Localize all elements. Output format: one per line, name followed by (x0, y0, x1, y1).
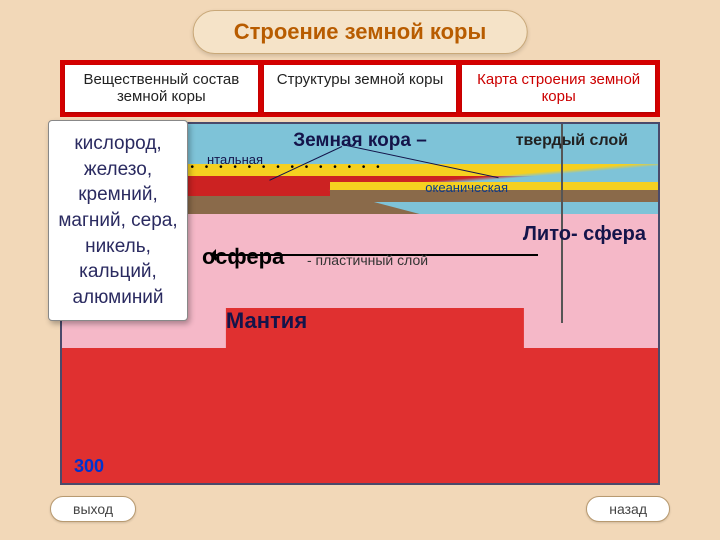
tab-composition[interactable]: Вещественный состав земной коры (65, 65, 258, 112)
label-continental: нтальная (207, 152, 263, 167)
label-mantle: Мантия (226, 308, 524, 443)
page-title: Строение земной коры (193, 10, 528, 54)
label-depth-300: 300 (74, 456, 104, 477)
label-oceanic: океаническая (425, 180, 508, 195)
tab-map[interactable]: Карта строения земной коры (462, 65, 655, 112)
label-asthenosphere: осфера (202, 244, 284, 270)
tab-structures[interactable]: Структуры земной коры (264, 65, 457, 112)
composition-panel: кислород, железо, кремний, магний, сера,… (48, 120, 188, 321)
exit-button[interactable]: выход (50, 496, 136, 522)
label-hard-layer: твердый слой (516, 132, 628, 150)
tab-bar: Вещественный состав земной коры Структур… (60, 60, 660, 117)
back-button[interactable]: назад (586, 496, 670, 522)
label-lithosphere: Лито- сфера (523, 224, 646, 245)
label-plastic: - пластичный слой (307, 252, 428, 268)
label-crust: Земная кора – (293, 130, 427, 152)
